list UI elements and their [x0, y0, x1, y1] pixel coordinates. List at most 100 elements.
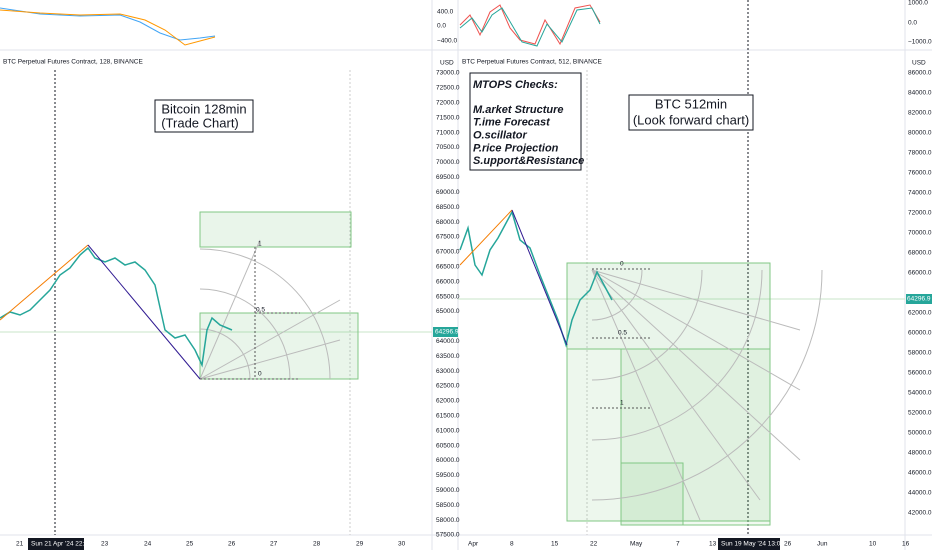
price-path: [0, 246, 233, 368]
crosshair-time: Sun 19 May '24 13:04: [721, 541, 784, 548]
time-label: 7: [676, 541, 680, 548]
price-label: 71000.0: [436, 129, 460, 136]
annotation: (Trade Chart): [161, 115, 239, 130]
price-label: 46000.0: [908, 470, 932, 477]
oscillator-line: [459, 7, 601, 47]
price-label: 68000.0: [908, 250, 932, 257]
price-label: 68000.0: [436, 219, 460, 226]
price-label: 70500.0: [436, 144, 460, 151]
price-label: 71500.0: [436, 114, 460, 121]
price-label: 67000.0: [436, 249, 460, 256]
crosshair-time-bg: [28, 538, 84, 550]
trend-line: [87, 244, 201, 380]
chart-title: BTC Perpetual Futures Contract, 512, BIN…: [462, 59, 602, 66]
time-label: 29: [356, 541, 364, 548]
price-label: 78000.0: [908, 150, 932, 157]
price-label: 66500.0: [436, 263, 460, 270]
price-label: 58000.0: [908, 350, 932, 357]
price-label: 62500.0: [436, 383, 460, 390]
time-label: 15: [551, 541, 559, 548]
checklist-item: M.arket Structure: [473, 104, 563, 116]
annotation: Bitcoin 128min: [161, 101, 246, 116]
oscillator-tick: −1000.0: [908, 39, 932, 46]
time-label: 25: [186, 541, 194, 548]
price-label: 66000.0: [908, 270, 932, 277]
time-label: 30: [398, 541, 406, 548]
fib-box: [566, 262, 771, 350]
price-label: 61500.0: [436, 412, 460, 419]
price-label: 80000.0: [908, 130, 932, 137]
price-label: 63000.0: [436, 368, 460, 375]
price-label: 63500.0: [436, 353, 460, 360]
time-label: 27: [270, 541, 278, 548]
checklist-box: [469, 72, 582, 171]
oscillator-tick: 1000.0: [908, 0, 928, 7]
price-label: 59500.0: [436, 472, 460, 479]
fib-label: 0.5: [256, 307, 265, 314]
fib-arcs: [199, 239, 341, 380]
fib-box: [620, 348, 771, 526]
price-label: 72000.0: [436, 100, 460, 107]
price-label: 74000.0: [908, 190, 932, 197]
time-label: 13: [709, 541, 717, 548]
oscillator-tick: 0.0: [437, 23, 446, 30]
price-label: 60000.0: [436, 457, 460, 464]
price-label: 61000.0: [436, 427, 460, 434]
price-label: 54000.0: [908, 390, 932, 397]
time-label: 23: [101, 541, 109, 548]
fib-box: [620, 462, 684, 526]
price-label: 65000.0: [436, 308, 460, 315]
time-label: 16: [902, 541, 910, 548]
checklist-item: S.upport&Resistance: [473, 155, 584, 167]
oscillator-tick: 0.0: [908, 20, 917, 27]
oscillator-line: [0, 7, 216, 41]
price-label: 52000.0: [908, 410, 932, 417]
crosshair-time-bg: [718, 538, 780, 550]
annotation-box: [628, 94, 754, 131]
price-label: 72500.0: [436, 85, 460, 92]
time-label: 26: [784, 541, 792, 548]
price-label: 48000.0: [908, 450, 932, 457]
fib-label: 0: [258, 371, 262, 378]
last-price: 64296.9: [907, 296, 931, 303]
trend-line: [0, 244, 89, 321]
last-price-bg: [433, 327, 458, 337]
fib-label: 1: [620, 400, 624, 407]
annotation-box: [154, 99, 254, 133]
checklist-heading: MTOPS Checks:: [473, 79, 558, 91]
price-label: 59000.0: [436, 487, 460, 494]
oscillator-line: [0, 9, 216, 46]
price-label: 67500.0: [436, 234, 460, 241]
price-label: 42000.0: [908, 510, 932, 517]
checklist-item: T.ime Forecast: [473, 117, 551, 129]
price-label: 65500.0: [436, 293, 460, 300]
last-price: 64296.9: [435, 329, 459, 336]
trend-line: [459, 209, 513, 266]
price-label: 64000.0: [436, 338, 460, 345]
currency: USD: [440, 60, 454, 67]
time-label: 21: [16, 541, 24, 548]
time-label: 10: [869, 541, 877, 548]
price-label: 82000.0: [908, 110, 932, 117]
chart-title: BTC Perpetual Futures Contract, 128, BIN…: [3, 59, 143, 66]
price-label: 62000.0: [908, 310, 932, 317]
price-label: 84000.0: [908, 90, 932, 97]
time-label: May: [630, 541, 643, 548]
time-label: 24: [144, 541, 152, 548]
price-label: 62000.0: [436, 398, 460, 405]
price-label: 57500.0: [436, 532, 460, 539]
fib-arcs: [591, 269, 823, 521]
price-label: 58500.0: [436, 502, 460, 509]
last-price-bg: [906, 294, 932, 304]
price-label: 56000.0: [908, 370, 932, 377]
price-label: 66000.0: [436, 278, 460, 285]
fib-box: [199, 211, 352, 248]
price-label: 76000.0: [908, 170, 932, 177]
fib-label: 0: [620, 261, 624, 268]
price-label: 70000.0: [908, 230, 932, 237]
price-label: 69000.0: [436, 189, 460, 196]
price-path: [459, 210, 613, 348]
price-label: 70000.0: [436, 159, 460, 166]
